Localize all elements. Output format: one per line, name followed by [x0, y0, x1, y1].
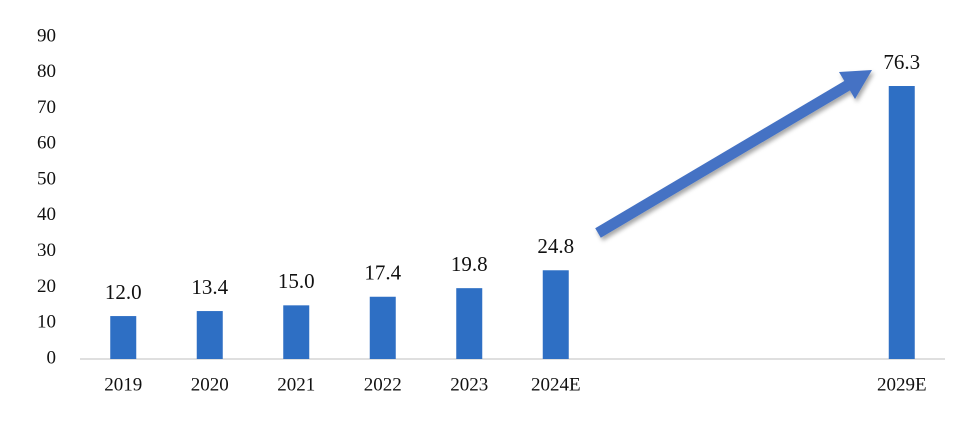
value-label: 15.0	[278, 269, 315, 293]
y-tick-label: 90	[37, 25, 56, 46]
value-label: 13.4	[191, 275, 228, 299]
x-tick-label: 2019	[104, 374, 142, 395]
y-tick-label: 0	[47, 347, 57, 368]
arrow-shaft	[595, 79, 853, 238]
value-label: 19.8	[451, 252, 488, 276]
y-tick-label: 80	[37, 61, 56, 82]
y-tick-label: 40	[37, 204, 56, 225]
bar	[196, 311, 223, 359]
bar	[369, 296, 396, 359]
value-label: 76.3	[883, 50, 920, 74]
y-tick-label: 10	[37, 312, 56, 333]
value-label: 24.8	[537, 234, 574, 258]
x-tick-label: 2021	[277, 374, 315, 395]
value-label: 17.4	[364, 261, 401, 285]
y-tick-label: 60	[37, 133, 56, 154]
bar	[456, 288, 483, 359]
bar	[888, 86, 915, 359]
bar	[283, 305, 310, 359]
y-tick-label: 50	[37, 168, 56, 189]
bar	[110, 316, 137, 359]
y-tick-label: 20	[37, 276, 56, 297]
y-tick-label: 30	[37, 240, 56, 261]
x-tick-label: 2022	[364, 374, 402, 395]
x-tick-label: 2029E	[877, 374, 927, 395]
x-tick-label: 2024E	[531, 374, 581, 395]
x-tick-label: 2023	[450, 374, 488, 395]
trend-arrow	[595, 70, 872, 238]
bar	[542, 270, 569, 359]
x-tick-label: 2020	[191, 374, 229, 395]
y-tick-label: 70	[37, 97, 56, 118]
arrow-head	[839, 70, 872, 99]
value-label: 12.0	[105, 280, 142, 304]
